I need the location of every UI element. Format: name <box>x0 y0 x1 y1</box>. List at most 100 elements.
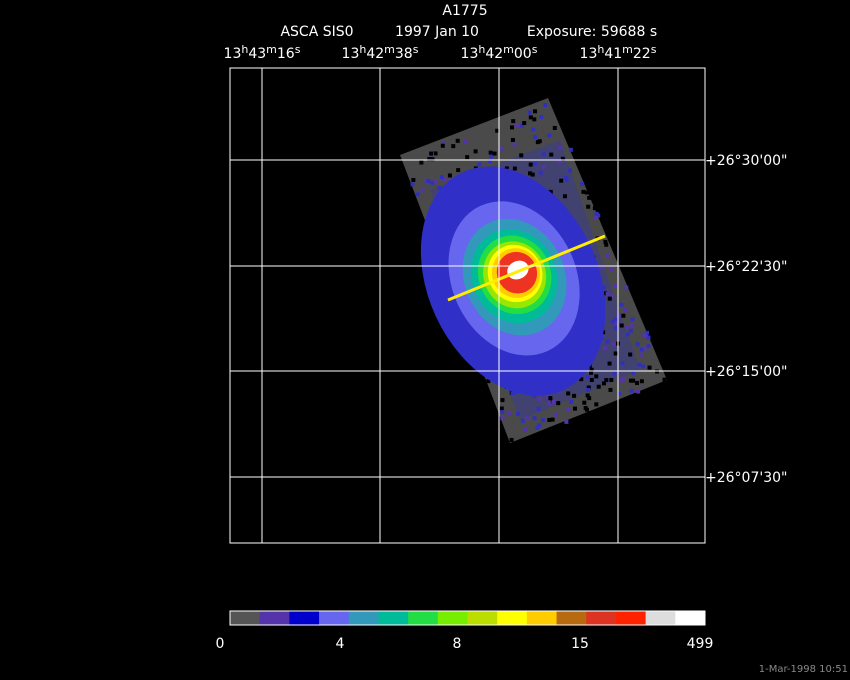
speckle <box>617 392 622 397</box>
speckle <box>618 378 623 383</box>
speckle <box>569 399 574 404</box>
speckle <box>582 400 587 405</box>
speckle <box>589 367 594 372</box>
instrument: ASCA SIS0 <box>280 24 353 40</box>
speckle <box>531 127 536 132</box>
speckle <box>465 155 470 160</box>
speckle <box>601 285 606 290</box>
ra-unit: h <box>241 43 248 56</box>
colorbar-segment <box>319 611 350 625</box>
ra-value: 38 <box>395 46 413 62</box>
speckle <box>614 321 619 326</box>
ra-unit: h <box>359 43 366 56</box>
speckle <box>451 144 456 149</box>
object-title: A1775 <box>442 3 487 19</box>
speckle <box>610 294 615 299</box>
speckle <box>512 142 517 147</box>
speckle <box>441 141 446 146</box>
speckle <box>566 407 571 412</box>
xray-image <box>400 98 667 443</box>
speckle <box>579 377 584 382</box>
speckle <box>646 335 651 340</box>
speckle <box>499 406 504 411</box>
colorbar-segment <box>289 611 320 625</box>
speckle <box>630 317 635 322</box>
speckle <box>619 323 624 328</box>
ra-unit: s <box>651 43 657 56</box>
speckle <box>619 302 624 307</box>
speckle <box>500 398 505 403</box>
colorbar <box>230 611 706 625</box>
speckle <box>532 416 537 421</box>
colorbar-segment <box>586 611 617 625</box>
speckle <box>510 137 515 142</box>
speckle <box>524 416 529 421</box>
speckle <box>585 375 590 380</box>
speckle <box>510 391 515 396</box>
speckle <box>427 157 432 162</box>
speckle <box>426 179 431 184</box>
speckle <box>547 417 552 422</box>
speckle <box>557 159 562 164</box>
speckle <box>559 178 564 183</box>
speckle <box>415 192 420 197</box>
speckle <box>537 139 542 144</box>
ra-value: 42 <box>366 46 384 62</box>
speckle <box>603 239 608 244</box>
speckle <box>592 206 597 211</box>
speckle <box>520 418 525 423</box>
ra-value: 13 <box>461 46 479 62</box>
colorbar-segment <box>526 611 558 625</box>
ra-label: 13h41m22s <box>580 43 657 62</box>
speckle <box>507 411 512 416</box>
speckle <box>513 390 518 395</box>
speckle <box>455 138 460 143</box>
speckle <box>527 110 532 115</box>
speckle <box>572 406 577 411</box>
speckle <box>489 154 494 159</box>
colorbar-label: 499 <box>687 636 714 652</box>
coordinate-grid <box>230 68 705 543</box>
speckle <box>558 145 563 150</box>
speckle <box>611 319 616 324</box>
speckle <box>612 371 617 376</box>
speckle <box>430 157 435 162</box>
speckle <box>621 376 626 381</box>
speckle <box>551 399 556 404</box>
speckle <box>639 347 644 352</box>
speckle <box>625 325 630 330</box>
speckle <box>509 437 514 442</box>
speckle <box>588 370 593 375</box>
speckle <box>600 265 605 270</box>
speckle <box>631 370 636 375</box>
speckle <box>548 189 553 194</box>
speckle <box>560 156 565 161</box>
speckle <box>605 253 610 258</box>
speckle <box>628 328 633 333</box>
speckle <box>631 378 636 383</box>
speckle <box>456 168 461 173</box>
speckle <box>655 369 660 374</box>
dec-label: +26°07'30" <box>705 470 787 486</box>
speckle <box>621 313 626 318</box>
ra-unit: s <box>532 43 538 56</box>
speckle <box>568 168 573 173</box>
speckle <box>500 410 505 415</box>
speckle <box>533 109 538 114</box>
speckle <box>584 190 589 195</box>
speckle <box>492 151 497 156</box>
speckle <box>586 204 591 209</box>
speckle <box>429 151 434 156</box>
ra-value: 00 <box>514 46 532 62</box>
speckle <box>613 283 618 288</box>
speckle <box>528 162 533 167</box>
speckle <box>536 406 541 411</box>
speckle <box>520 123 525 128</box>
speckle <box>411 177 416 182</box>
speckle <box>543 102 548 107</box>
speckle <box>594 402 599 407</box>
speckle <box>602 291 607 296</box>
speckle <box>635 342 640 347</box>
speckle <box>613 317 618 322</box>
